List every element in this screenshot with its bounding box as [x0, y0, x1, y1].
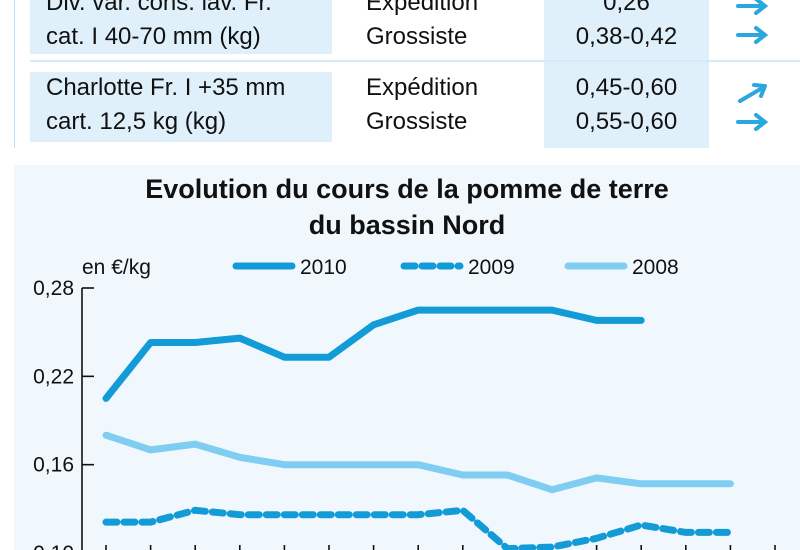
product-band [30, 0, 332, 54]
price-value: 0,45-0,60 [575, 74, 678, 101]
product-band [30, 72, 332, 142]
product-name: Charlotte Fr. I +35 mm [46, 74, 286, 101]
price-column-band [544, 0, 709, 148]
stable-arrow-icon [736, 0, 769, 15]
y-tick-label: 0,22 [33, 365, 74, 388]
price-value: 0,26 [603, 0, 650, 16]
y-tick-label: 0,10 [33, 542, 74, 550]
product-name: Div. var. cons. lav. Fr. [46, 0, 272, 16]
chart-axes: en €/kg 0,28 0,22 0,16 0,10 [33, 256, 776, 550]
table-left-border [14, 0, 15, 148]
series-layer [102, 306, 734, 550]
chart-title-line-2: du bassin Nord [308, 210, 506, 240]
market-stage: Grossiste [366, 23, 468, 50]
product-grade: cat. I 40-70 mm (kg) [46, 23, 261, 50]
chart-title: Evolution du cours de la pomme de terre … [14, 171, 800, 243]
market-stage: Expédition [366, 0, 479, 16]
y-tick-label: 0,16 [33, 454, 74, 477]
legend-label-2010: 2010 [300, 256, 347, 279]
y-unit-label: en €/kg [82, 256, 151, 279]
rising-arrow-icon [738, 83, 767, 103]
market-stage: Expédition [366, 74, 479, 101]
product-grade: cart. 12,5 kg (kg) [46, 108, 227, 135]
chart-legend: 2010 2009 2008 [232, 256, 679, 279]
price-table: Div. var. cons. lav. Fr. cat. I 40-70 mm… [14, 0, 800, 148]
row-divider [30, 60, 800, 62]
price-value: 0,55-0,60 [575, 108, 678, 135]
market-stage: Grossiste [366, 108, 468, 135]
chart-title-line-1: Evolution du cours de la pomme de terre [145, 174, 669, 204]
series-line-2010 [102, 306, 645, 402]
stable-arrow-icon [736, 26, 769, 44]
legend-label-2009: 2009 [468, 256, 515, 279]
y-tick-label: 0,28 [33, 277, 74, 300]
stable-arrow-icon [736, 113, 769, 131]
price-line-chart: en €/kg 0,28 0,22 0,16 0,10 2010 2009 2008 [33, 256, 776, 550]
price-value: 0,38-0,42 [575, 23, 678, 50]
legend-label-2008: 2008 [632, 256, 679, 279]
series-line-2009 [102, 506, 734, 550]
series-line-2008 [102, 431, 734, 494]
